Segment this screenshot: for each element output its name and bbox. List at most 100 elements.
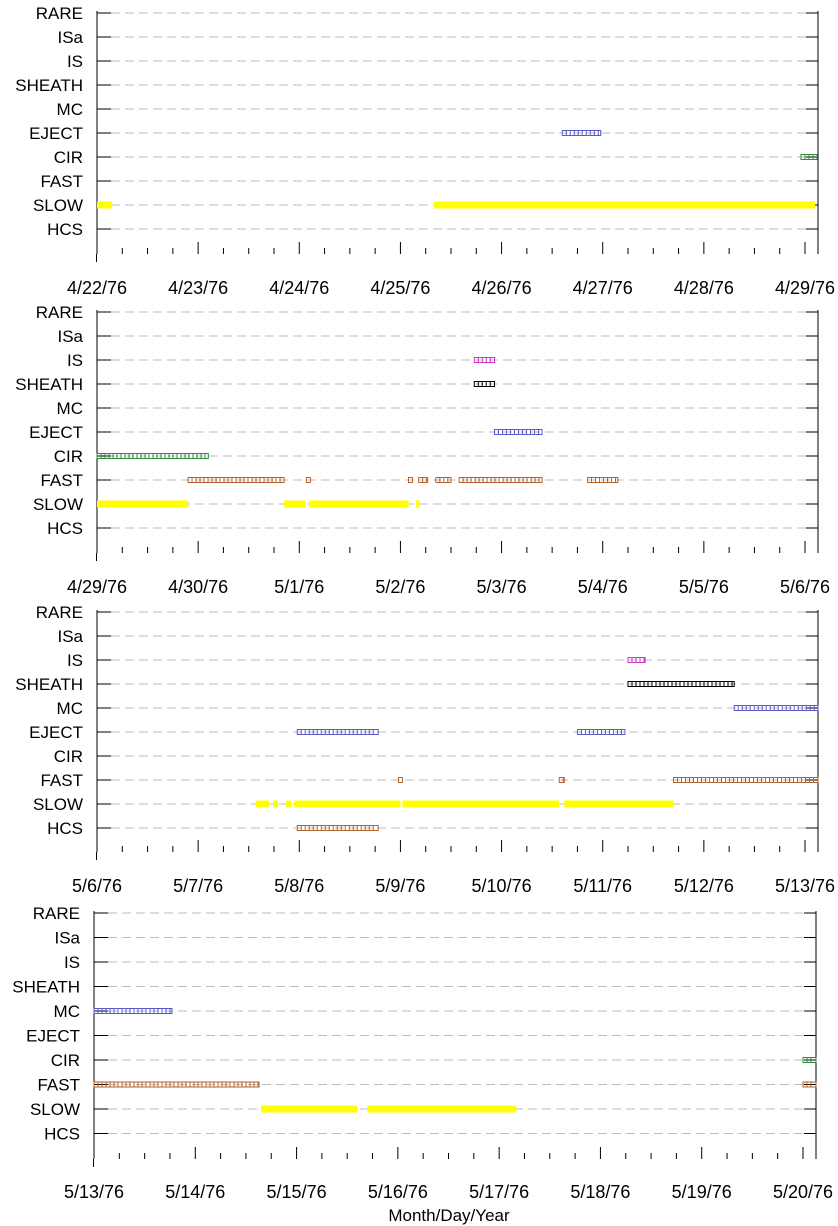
category-label: ISa — [54, 929, 80, 948]
bar-outline — [802, 1057, 817, 1063]
slow-bar — [286, 800, 292, 808]
category-label: EJECT — [29, 723, 83, 742]
x-tick-label: 5/15/76 — [267, 1182, 327, 1202]
category-label: IS — [67, 52, 83, 71]
slow-bar — [402, 800, 560, 808]
fast-bar — [673, 777, 819, 783]
category-label: MC — [54, 1002, 80, 1021]
category-label: HCS — [47, 519, 83, 538]
x-tick-label: 5/11/76 — [573, 876, 632, 896]
category-label: CIR — [54, 747, 83, 766]
category-label: SHEATH — [15, 375, 83, 394]
category-label: ISa — [57, 327, 83, 346]
fast-bar — [187, 477, 285, 483]
x-tick-label: 4/24/76 — [269, 278, 329, 298]
fast-bar — [802, 1081, 817, 1088]
slow-bar — [97, 500, 189, 508]
bar-outline — [408, 477, 414, 483]
fast-bar — [93, 1081, 260, 1088]
category-label: HCS — [44, 1125, 80, 1144]
x-tick-label: 5/14/76 — [165, 1182, 225, 1202]
slow-bar — [294, 800, 401, 808]
cir-bar — [800, 154, 818, 160]
bar-outline — [627, 657, 646, 663]
bar-outline — [627, 681, 735, 687]
category-label: SLOW — [33, 795, 83, 814]
category-label: EJECT — [26, 1027, 80, 1046]
bar-outline — [418, 477, 429, 483]
category-label: EJECT — [29, 124, 83, 143]
category-label: SHEATH — [12, 978, 80, 997]
category-label: RARE — [36, 303, 83, 322]
x-tick-label: 5/13/76 — [775, 876, 835, 896]
x-tick-label: 4/27/76 — [573, 278, 633, 298]
category-label: CIR — [54, 148, 83, 167]
category-label: MC — [57, 699, 83, 718]
bar-outline — [473, 357, 495, 363]
bar-outline — [587, 477, 619, 483]
slow-bar — [433, 201, 816, 209]
x-tick-label: 4/30/76 — [168, 577, 228, 597]
x-tick-label: 5/4/76 — [578, 577, 628, 597]
x-tick-label: 5/1/76 — [274, 577, 324, 597]
bar-outline — [802, 1081, 817, 1088]
x-tick-label: 5/20/76 — [773, 1182, 833, 1202]
x-tick-label: 4/28/76 — [674, 278, 734, 298]
category-label: HCS — [47, 819, 83, 838]
sheath-bar — [627, 681, 735, 687]
slow-bar — [367, 1105, 517, 1113]
x-tick-label: 5/6/76 — [72, 876, 122, 896]
fast-bar — [558, 777, 565, 783]
category-label: RARE — [36, 4, 83, 23]
x-tick-label: 5/8/76 — [274, 876, 324, 896]
sheath-bar — [473, 381, 495, 387]
fast-bar — [305, 477, 311, 483]
bar-outline — [458, 477, 543, 483]
category-label: RARE — [36, 603, 83, 622]
mc-bar — [733, 705, 819, 711]
category-label: ISa — [57, 627, 83, 646]
slow-bar — [255, 800, 269, 808]
x-tick-label: 4/29/76 — [775, 278, 835, 298]
bar-outline — [305, 477, 311, 483]
x-tick-label: 4/23/76 — [168, 278, 228, 298]
x-tick-label: 4/29/76 — [67, 577, 127, 597]
category-label: RARE — [33, 904, 80, 923]
category-label: SHEATH — [15, 675, 83, 694]
category-label: MC — [57, 399, 83, 418]
eject-bar — [493, 429, 543, 435]
x-tick-label: 5/9/76 — [375, 876, 425, 896]
x-tick-label: 4/26/76 — [472, 278, 532, 298]
category-label: FAST — [37, 1076, 80, 1095]
x-tick-label: 5/3/76 — [477, 577, 527, 597]
category-label: ISa — [57, 28, 83, 47]
fast-bar — [418, 477, 429, 483]
is-bar — [627, 657, 646, 663]
category-label: FAST — [40, 471, 83, 490]
category-label: HCS — [47, 220, 83, 239]
category-label: SLOW — [30, 1100, 80, 1119]
slow-bar — [97, 201, 113, 209]
x-tick-label: 5/16/76 — [368, 1182, 428, 1202]
x-tick-label: 4/25/76 — [370, 278, 430, 298]
eject-bar — [561, 130, 602, 136]
x-tick-label: 4/22/76 — [67, 278, 127, 298]
x-tick-label: 5/17/76 — [469, 1182, 529, 1202]
eject-bar — [296, 729, 379, 735]
is-bar — [473, 357, 495, 363]
category-label: CIR — [51, 1051, 80, 1070]
x-tick-label: 5/10/76 — [472, 876, 532, 896]
panel-1: RARE ISa IS SHEATH MC EJECT CIR FAST SLOW HCS 4/22… — [15, 4, 835, 298]
panels: RARE ISa IS SHEATH MC EJECT CIR FAST SLOW HCS 4/22… — [12, 4, 835, 1202]
bar-outline — [93, 1081, 260, 1088]
category-label: SLOW — [33, 495, 83, 514]
fast-bar — [408, 477, 414, 483]
panel-4: RARE ISa IS SHEATH MC EJECT CIR FAST SLOW HCS 5/13… — [12, 904, 833, 1202]
fast-bar — [587, 477, 619, 483]
fast-bar — [458, 477, 543, 483]
category-label: CIR — [54, 447, 83, 466]
category-label: SLOW — [33, 196, 83, 215]
bar-outline — [561, 130, 602, 136]
x-tick-label: 5/6/76 — [780, 577, 830, 597]
